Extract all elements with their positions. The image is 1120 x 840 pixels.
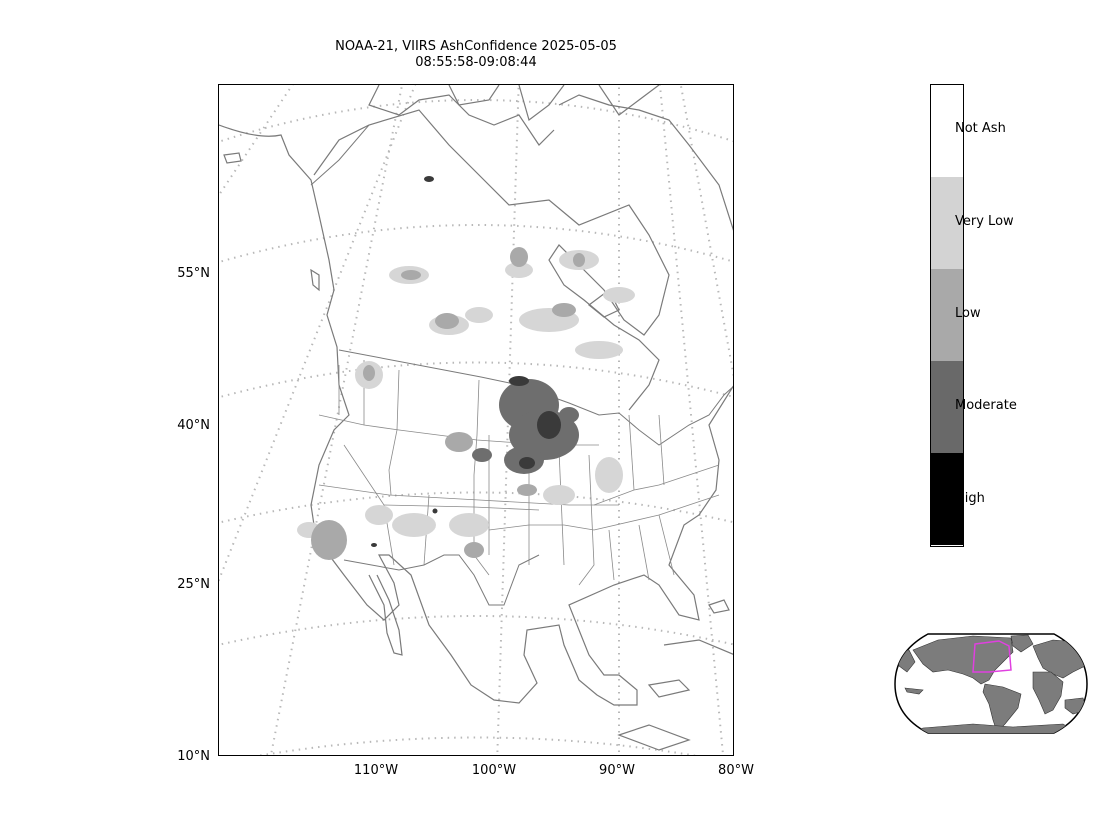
country-borders bbox=[310, 124, 733, 606]
map-title: NOAA-21, VIIRS AshConfidence 2025-05-05 … bbox=[218, 39, 734, 71]
colorbar-label-not-ash: Not Ash bbox=[955, 121, 1006, 136]
colorbar-swatch-very-low bbox=[931, 177, 963, 269]
lat-label-40n: 40°N bbox=[177, 418, 210, 433]
lon-label-100w: 100°W bbox=[471, 763, 517, 778]
lon-label-90w: 90°W bbox=[599, 763, 635, 778]
colorbar-label-very-low: Very Low bbox=[955, 214, 1014, 229]
ash-detections bbox=[297, 176, 635, 560]
colorbar-swatch-low bbox=[931, 269, 963, 361]
lat-label-55n: 55°N bbox=[177, 266, 210, 281]
inset-canvas bbox=[894, 633, 1088, 734]
inset-region-highlight bbox=[972, 640, 1012, 673]
colorbar-label-low: Low bbox=[955, 306, 981, 321]
map-canvas bbox=[219, 85, 733, 755]
colorbar-swatch-moderate bbox=[931, 361, 963, 453]
colorbar-swatch-not-ash bbox=[931, 85, 963, 177]
coastlines bbox=[219, 85, 733, 751]
title-line-2: 08:55:58-09:08:44 bbox=[415, 55, 537, 70]
lat-label-10n: 10°N bbox=[177, 749, 210, 764]
lat-label-25n: 25°N bbox=[177, 577, 210, 592]
title-line-1: NOAA-21, VIIRS AshConfidence 2025-05-05 bbox=[335, 39, 617, 54]
world-locator-inset bbox=[893, 632, 1089, 736]
colorbar-label-high: High bbox=[955, 491, 985, 506]
main-map bbox=[218, 84, 734, 756]
lon-label-80w: 80°W bbox=[718, 763, 754, 778]
colorbar-swatch-high bbox=[931, 453, 963, 545]
parallels bbox=[219, 99, 733, 755]
lon-label-110w: 110°W bbox=[353, 763, 399, 778]
colorbar bbox=[930, 84, 964, 547]
meridians bbox=[219, 85, 733, 755]
colorbar-label-moderate: Moderate bbox=[955, 398, 1017, 413]
